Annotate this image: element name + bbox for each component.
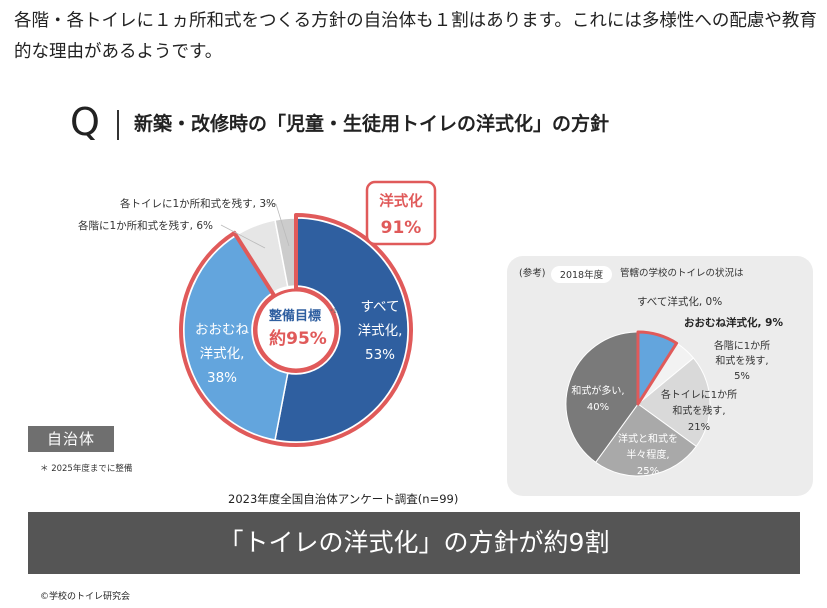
ref-label-jp-l1: 和式が多い, [571, 384, 624, 397]
ref-label-floor-l2: 和式を残す, [715, 354, 768, 367]
main-donut-chart [179, 213, 413, 447]
callout-value: 91% [381, 218, 422, 238]
ref-year: 2018年度 [560, 269, 604, 281]
question-mark-letter: Q [70, 100, 100, 144]
ref-label-toilet-l2: 和式を残す, [672, 404, 725, 417]
ref-label-half-l1: 洋式と和式を [618, 432, 678, 445]
ref-slice-3 [637, 357, 711, 448]
ref-label-half-l3: 25% [637, 466, 659, 477]
copyright: ©学校のトイレ研究会 [40, 592, 131, 602]
ref-label-mostly: おおむね洋式化, 9% [684, 316, 783, 329]
ref-year-pill [551, 266, 612, 283]
ref-label-all: すべて洋式化, 0% [637, 295, 722, 308]
ref-label-half-l2: 半々程度, [626, 448, 669, 461]
callout-box [365, 180, 437, 246]
question-title: 新築・改修時の「児童・生徒用トイレの洋式化」の方針 [134, 113, 610, 135]
donut-slice-1 [183, 234, 289, 441]
slice-label-mostly-l2: 洋式化, [200, 346, 245, 362]
target-footnote: ＊ 2025年度までに整備 [40, 464, 133, 474]
ref-label-floor-l1: 各階に1か所 [714, 339, 770, 352]
label-per-floor-6: 各階に1か所和式を残す, 6% [78, 219, 213, 232]
ref-slice-4 [594, 403, 697, 477]
ref-highlight-outline [636, 330, 679, 406]
intro-paragraph: 各階・各トイレに１ヵ所和式をつくる方針の自治体も１割はあります。これには多様性へ… [14, 11, 817, 62]
region-badge: 自治体 [28, 426, 114, 452]
slice-label-all-l2: 洋式化, [358, 323, 403, 339]
ref-label-floor-l3: 5% [734, 371, 750, 382]
label-leader-per-floor [220, 224, 266, 249]
ref-title: 管轄の学校のトイレの状況は [620, 267, 744, 279]
donut-center-circle [254, 288, 338, 372]
survey-source: 2023年度全国自治体アンケート調査(n=99) [228, 492, 459, 506]
ref-label-jp-l2: 40% [587, 402, 609, 413]
slice-label-mostly-value: 38% [207, 370, 237, 386]
title-divider [117, 110, 119, 140]
ref-tag: (参考) [519, 267, 545, 279]
center-target-value: 約95% [269, 328, 327, 349]
slice-label-all-l1: すべて [360, 299, 399, 315]
center-footnote-mark: *1 [330, 308, 337, 315]
ref-label-toilet-l3: 21% [688, 422, 710, 433]
conclusion-banner: 「トイレの洋式化」の方針が約9割 [28, 512, 800, 574]
ref-slice-5 [565, 331, 639, 463]
ref-label-toilet-l1: 各トイレに1か所 [661, 388, 737, 401]
callout-label: 洋式化 [379, 192, 423, 210]
center-target-label: 整備目標 [268, 308, 321, 324]
label-per-toilet-3: 各トイレに1か所和式を残す, 3% [120, 197, 276, 210]
slice-label-mostly-l1: おおむね [195, 322, 249, 338]
reference-pie-chart [565, 330, 711, 477]
label-leader-per-toilet-2 [275, 203, 290, 247]
slice-label-all-value: 53% [365, 347, 395, 363]
donut-slice-0 [274, 217, 409, 443]
